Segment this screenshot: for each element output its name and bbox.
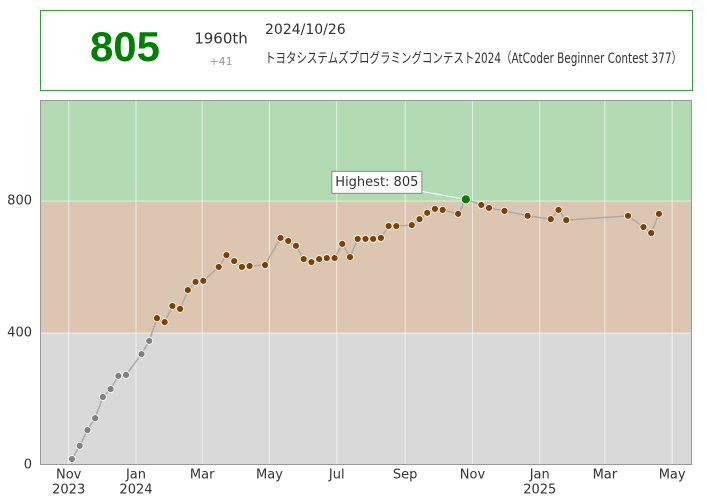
x-tick-label: Mar (593, 468, 618, 483)
y-tick-label: 400 (7, 325, 32, 340)
rating-point (477, 201, 486, 209)
rating-point (237, 263, 246, 271)
rating-point (322, 254, 331, 262)
rating-point (407, 221, 416, 229)
annotation-box (331, 170, 423, 194)
rating-point (68, 455, 76, 463)
contest-name: トヨタシステムズプログラミングコンテスト2024（AtCoder Beginne… (265, 51, 682, 67)
rating-point (361, 235, 370, 243)
rating-point (145, 337, 154, 345)
rating-point (346, 253, 354, 261)
rating-point (75, 441, 84, 450)
y-tick-label: 0 (24, 458, 32, 473)
rating-point (460, 194, 471, 205)
rank-band (40, 332, 692, 465)
rating-point (199, 276, 208, 285)
x-tick-label: May (256, 468, 283, 483)
rating-point (647, 229, 656, 237)
plot-frame (40, 100, 692, 465)
rating-point (160, 318, 169, 327)
y-tick-label: 800 (7, 193, 32, 208)
rating-point (624, 211, 632, 220)
rating-point (500, 206, 509, 215)
rating-point (554, 205, 563, 214)
x-tick-label: Jan (529, 468, 550, 483)
x-tick-label: Sep (393, 468, 418, 483)
rating-point (415, 215, 424, 224)
rating-point (98, 393, 107, 401)
rating-point (338, 239, 347, 248)
rating-point (292, 241, 300, 250)
rating-point (245, 262, 254, 270)
rating-point (384, 222, 393, 230)
rating-point (83, 426, 92, 434)
plot (40, 100, 692, 465)
rating-point (523, 211, 532, 220)
rating-point (299, 255, 308, 263)
x-tick-label: Mar (190, 468, 215, 483)
rating-point (91, 414, 100, 423)
rating-point (153, 314, 161, 323)
rating-point (562, 216, 571, 225)
rating-point (307, 258, 316, 266)
rating-point (431, 205, 439, 213)
x-tick-label: Nov (56, 468, 82, 483)
rating-point (353, 235, 362, 243)
rating-point (438, 205, 447, 214)
rating-point (423, 208, 432, 217)
contest-date: 2024/10/26 (265, 22, 346, 38)
rating-point (122, 371, 130, 379)
x-tick-year: 2024 (119, 483, 152, 496)
rating-point (183, 286, 192, 294)
rating-point (454, 209, 463, 218)
x-tick-label: Jan (125, 468, 146, 483)
rating-point (392, 222, 401, 230)
rating-point (369, 235, 378, 243)
rating-point (546, 215, 555, 224)
rating-point (191, 277, 200, 286)
rank: 1960th (194, 30, 248, 48)
rating-point (485, 204, 493, 212)
rating-point (114, 371, 123, 380)
rating-point (106, 385, 115, 393)
rating-point (137, 350, 146, 359)
rating-point (176, 305, 185, 313)
rating-point (214, 263, 223, 271)
x-tick-label: Nov (460, 468, 486, 483)
rating-point (230, 257, 239, 265)
rating-point (168, 302, 177, 310)
x-tick-label: Jul (328, 468, 345, 483)
rating-point (376, 234, 385, 242)
rating-point (284, 237, 293, 245)
annotation-leader (421, 190, 466, 200)
rating-point (315, 255, 324, 263)
rating-point (330, 254, 339, 262)
rating-diff: +41 (209, 55, 232, 68)
rating-point (222, 251, 231, 260)
x-tick-label: May (659, 468, 686, 483)
rating-point (261, 261, 269, 269)
rating: 805 (90, 23, 160, 70)
x-tick-year: 2025 (523, 483, 556, 496)
annotation-text: Highest: 805 (335, 175, 418, 190)
rating-point (276, 234, 285, 242)
x-tick-year: 2023 (52, 483, 85, 496)
header-box (40, 10, 693, 91)
rating-point (655, 209, 663, 218)
rank-band (40, 200, 692, 333)
rating-point (639, 223, 648, 231)
